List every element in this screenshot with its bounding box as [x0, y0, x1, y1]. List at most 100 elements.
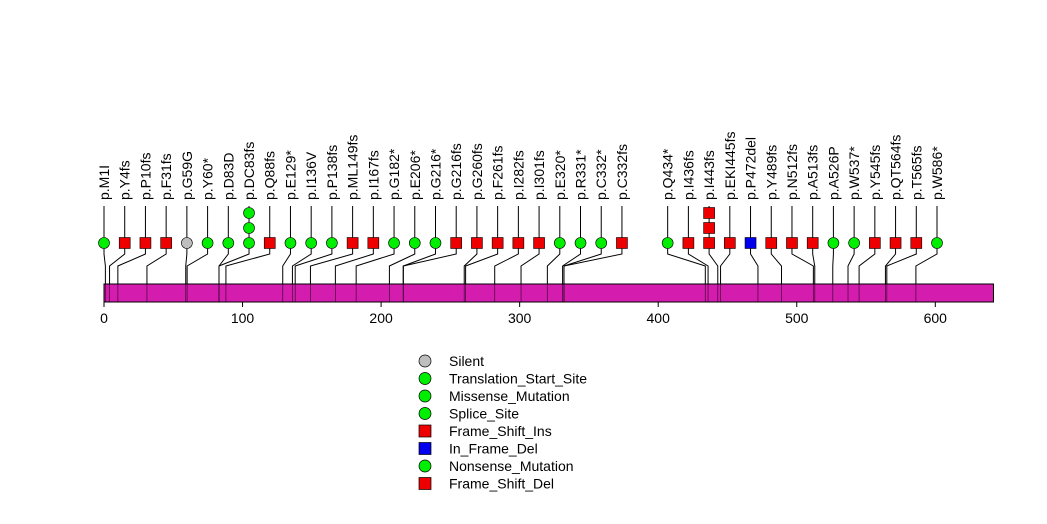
- connector-line: [294, 243, 333, 284]
- mutation-marker-circle: [574, 237, 587, 249]
- mutation-label: p.I443fs: [701, 150, 717, 200]
- mutation-label: p.E320*: [552, 150, 568, 200]
- legend-label: Silent: [449, 353, 484, 369]
- mutation-label: p.P10fs: [137, 153, 153, 200]
- mutation-marker-circle: [429, 237, 442, 249]
- connector-line: [520, 243, 540, 284]
- mutation-label: p.R331*: [573, 149, 589, 200]
- mutation-label: p.I136V: [303, 151, 319, 200]
- connector-line: [465, 243, 499, 284]
- connector-line: [791, 243, 814, 284]
- mutation-label: p.E129*: [282, 150, 298, 200]
- legend-label: In_Frame_Del: [449, 441, 538, 457]
- mutation-label: p.F261fs: [490, 146, 506, 200]
- x-tick-label: 0: [100, 310, 108, 326]
- connector-line: [720, 243, 731, 284]
- mutation-marker-square: [471, 237, 483, 249]
- legend-label: Nonsense_Mutation: [449, 458, 574, 474]
- mutation-marker-square: [703, 237, 715, 249]
- x-tick-label: 600: [924, 310, 948, 326]
- mutation-label: p.Q88fs: [262, 151, 278, 200]
- legend-marker-square: [418, 424, 432, 438]
- mutation-label: p.A513fs: [805, 145, 821, 200]
- mutation-label: p.Y489fs: [763, 145, 779, 200]
- mutation-label: p.E206*: [407, 150, 423, 200]
- mutation-marker-square: [491, 237, 504, 249]
- mutation-label: p.DC83fs: [241, 142, 257, 200]
- mutation-marker-square: [450, 237, 463, 249]
- mutation-label: p.G260fs: [469, 143, 485, 200]
- connector-line: [334, 243, 374, 284]
- legend-marker-circle: [418, 459, 432, 473]
- mutation-label: p.F31fs: [158, 153, 174, 200]
- mutation-marker-square: [682, 237, 695, 249]
- connector-line: [667, 243, 706, 284]
- connector-line: [282, 243, 291, 284]
- legend-marker-circle: [418, 389, 432, 403]
- mutation-marker-square: [786, 237, 798, 249]
- connector-line: [103, 243, 106, 284]
- mutation-label: p.W586*: [929, 146, 945, 200]
- mutation-label: p.M1I: [96, 165, 112, 200]
- mutation-label: p.D83D: [220, 153, 236, 200]
- mutation-marker-circle: [661, 237, 674, 249]
- mutation-marker-square: [703, 207, 715, 219]
- x-tick-label: 400: [647, 310, 671, 326]
- mutation-label: p.C332fs: [614, 144, 630, 200]
- connector-line: [915, 243, 938, 284]
- x-tick-label: 100: [231, 310, 255, 326]
- connector-line: [563, 243, 602, 284]
- legend-label: Frame_Shift_Del: [449, 476, 554, 492]
- mutation-marker-square: [869, 237, 881, 249]
- mutation-label: p.I301fs: [531, 150, 547, 200]
- mutation-marker-circle: [388, 237, 400, 249]
- legend-marker-circle: [418, 372, 432, 385]
- mutation-label: p.C332*: [593, 149, 609, 200]
- x-tick-label: 300: [508, 310, 532, 326]
- connector-line: [225, 243, 271, 284]
- mutation-marker-square: [765, 237, 778, 249]
- connector-line: [750, 243, 759, 284]
- mutation-label: p.G216*: [427, 148, 443, 200]
- mutation-label: p.Y4fs: [117, 160, 133, 200]
- mutation-marker-circle: [243, 222, 255, 234]
- mutation-label: p.T565fs: [908, 146, 924, 200]
- legend-marker-square: [418, 442, 432, 455]
- mutation-marker-circle: [595, 237, 608, 249]
- mutation-label: p.P472del: [743, 137, 759, 200]
- mutation-label: p.G59G: [179, 151, 195, 200]
- legend-label: Splice_Site: [449, 406, 519, 422]
- mutation-marker-circle: [222, 237, 235, 249]
- mutation-marker-square: [744, 237, 757, 249]
- mutation-label: p.QT564fs: [888, 135, 904, 200]
- mutation-label: p.Y545fs: [867, 145, 883, 200]
- connector-line: [886, 243, 917, 284]
- x-tick-label: 200: [369, 310, 393, 326]
- mutation-label: p.I282fs: [510, 150, 526, 200]
- mutation-marker-square: [346, 237, 359, 249]
- mutation-marker-circle: [931, 237, 943, 249]
- connector-line: [463, 243, 478, 284]
- connector-line: [218, 243, 229, 284]
- connector-line: [402, 243, 436, 284]
- mutation-marker-circle: [98, 237, 110, 249]
- connector-line: [847, 243, 855, 284]
- connector-line: [546, 243, 561, 284]
- mutation-marker-circle: [284, 237, 297, 249]
- mutation-label: p.P138fs: [324, 145, 340, 200]
- connector-line: [117, 243, 146, 284]
- mutation-marker-circle: [827, 237, 840, 249]
- connector-line: [708, 243, 719, 284]
- legend-marker-square: [418, 477, 432, 490]
- legend-marker-circle: [418, 354, 432, 368]
- mutation-marker-circle: [408, 237, 421, 249]
- protein-bar: [103, 283, 994, 303]
- mutation-marker-circle: [243, 237, 255, 249]
- mutation-marker-square: [367, 237, 380, 249]
- mutation-marker-square: [533, 237, 545, 249]
- mutation-label: p.G216fs: [448, 143, 464, 200]
- mutation-marker-circle: [243, 207, 255, 219]
- mutation-marker-circle: [305, 237, 317, 249]
- connector-line: [832, 243, 834, 284]
